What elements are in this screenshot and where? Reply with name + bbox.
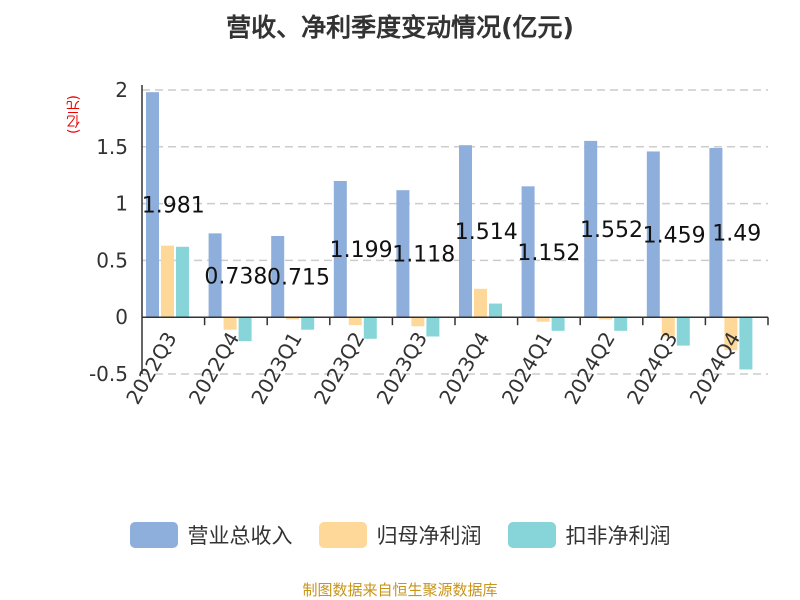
bar-revenue: [333, 180, 347, 318]
bar-revenue: [521, 186, 535, 318]
bar-net-profit: [661, 317, 675, 337]
y-tick-label: 1: [115, 192, 128, 216]
data-label: 1.981: [142, 194, 205, 219]
data-label: 1.152: [517, 241, 580, 266]
legend-label: 营业总收入: [187, 524, 293, 548]
bar-net-profit: [348, 317, 362, 326]
y-tick-label: 0.5: [96, 248, 128, 272]
bar-net-profit: [223, 317, 237, 330]
x-tick-label: 2022Q4: [184, 328, 244, 409]
bar-deducted-profit: [614, 317, 628, 331]
legend-item-deducted-profit[interactable]: 扣非净利润: [507, 520, 671, 550]
x-tick-label: 2023Q3: [372, 328, 432, 409]
x-tick-label: 2023Q1: [246, 328, 306, 409]
legend-swatch: [129, 522, 178, 548]
x-tick-label: 2024Q3: [622, 328, 682, 409]
bar-net-profit: [474, 288, 487, 318]
bar-revenue: [146, 92, 159, 318]
bar-revenue: [396, 190, 410, 318]
x-tick-label: 2024Q1: [497, 328, 557, 409]
x-tick-label: 2023Q2: [309, 328, 369, 409]
bar-revenue: [584, 140, 598, 318]
y-tick-label: 0: [115, 305, 128, 329]
bar-revenue: [646, 151, 660, 318]
bar-net-profit: [411, 317, 425, 327]
bar-revenue: [271, 235, 285, 318]
bar-revenue: [709, 147, 723, 318]
bar-net-profit: [536, 317, 550, 322]
bar-net-profit: [286, 317, 300, 320]
y-tick-label: -0.5: [89, 362, 128, 386]
legend-label: 扣非净利润: [565, 524, 671, 548]
x-tick-label: 2023Q4: [434, 328, 494, 409]
bar-net-profit: [599, 317, 613, 320]
bar-deducted-profit: [301, 317, 315, 330]
data-label: 1.459: [643, 223, 706, 248]
x-tick-label: 2024Q4: [685, 328, 745, 409]
bar-deducted-profit: [676, 317, 690, 346]
data-label: 1.199: [330, 238, 393, 263]
bar-deducted-profit: [363, 317, 377, 339]
data-label: 1.118: [392, 243, 455, 268]
bar-deducted-profit: [739, 317, 753, 370]
bar-revenue: [459, 145, 472, 318]
bar-deducted-profit: [489, 303, 502, 318]
legend: 营业总收入 归母净利润 扣非净利润: [0, 520, 800, 550]
data-label: 0.738: [204, 264, 267, 289]
data-source: 制图数据来自恒生聚源数据库: [302, 581, 498, 599]
bar-revenue: [208, 233, 222, 318]
x-tick-label: 2022Q3: [121, 328, 181, 409]
y-tick-label: 2: [115, 78, 128, 102]
y-tick-label: 1.5: [96, 135, 128, 159]
data-label: 1.552: [580, 218, 643, 243]
x-tick-label: 2024Q2: [559, 328, 619, 409]
chart-title: 营收、净利季度变动情况(亿元): [226, 13, 574, 42]
legend-swatch: [318, 522, 367, 548]
data-label: 0.715: [267, 266, 330, 291]
bar-net-profit: [724, 317, 738, 351]
bar-net-profit: [161, 245, 174, 318]
bar-deducted-profit: [426, 317, 440, 337]
bar-deducted-profit: [551, 317, 565, 331]
legend-item-revenue[interactable]: 营业总收入: [129, 520, 293, 550]
data-label: 1.49: [712, 222, 761, 247]
data-label: 1.514: [455, 220, 518, 245]
bar-deducted-profit: [176, 246, 189, 318]
legend-swatch: [507, 522, 556, 548]
bar-deducted-profit: [238, 317, 252, 342]
legend-label: 归母净利润: [376, 524, 482, 548]
legend-item-net-profit[interactable]: 归母净利润: [318, 520, 482, 550]
